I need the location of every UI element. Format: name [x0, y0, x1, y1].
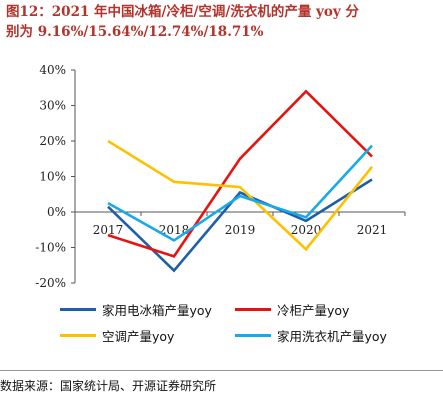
legend-label: 空调产量yoy	[102, 326, 174, 345]
y-tick-label: 40%	[39, 63, 66, 77]
legend-swatch	[235, 308, 271, 311]
legend-swatch	[235, 334, 271, 337]
chart-series	[108, 91, 372, 270]
y-tick-label: 0%	[47, 205, 66, 219]
y-tick-label: -10%	[35, 241, 66, 255]
line-chart: -20%-10%0%10%20%30%40%2017 2018 2019 2020 20…	[0, 48, 443, 293]
legend-item: 冷柜产量yoy	[235, 300, 349, 319]
source-note: 数据来源：国家统计局、开源证券研究所	[0, 370, 443, 394]
legend-label: 家用电冰箱产量yoy	[102, 300, 212, 319]
legend-swatch	[60, 334, 96, 337]
legend-item: 家用洗衣机产量yoy	[235, 326, 387, 345]
y-tick-label: -20%	[35, 276, 66, 290]
legend-label: 家用洗衣机产量yoy	[277, 326, 387, 345]
legend-item: 空调产量yoy	[60, 326, 174, 345]
y-tick-label: 10%	[39, 170, 66, 184]
figure-title-line1: 图12：2021 年中国冰箱/冷柜/空调/洗衣机的产量 yoy 分	[6, 2, 438, 22]
x-tick-label: 2017	[93, 223, 124, 237]
legend-label: 冷柜产量yoy	[277, 300, 349, 319]
figure-title-line2: 别为 9.16%/15.64%/12.74%/18.71%	[6, 22, 438, 42]
y-tick-label: 30%	[39, 99, 66, 113]
legend-item: 家用电冰箱产量yoy	[60, 300, 212, 319]
x-tick-label: 2019	[225, 223, 256, 237]
x-tick-label: 2021	[357, 223, 388, 237]
chart-legend: 家用电冰箱产量yoy 冷柜产量yoy 空调产量yoy 家用洗衣机产量yoy	[60, 300, 440, 352]
figure-title: 图12：2021 年中国冰箱/冷柜/空调/洗衣机的产量 yoy 分 别为 9.1…	[6, 2, 438, 42]
legend-swatch	[60, 308, 96, 311]
chart-axes: -20%-10%0%10%20%30%40%2017 2018 2019 2020 20…	[35, 63, 405, 290]
y-tick-label: 20%	[39, 134, 66, 148]
